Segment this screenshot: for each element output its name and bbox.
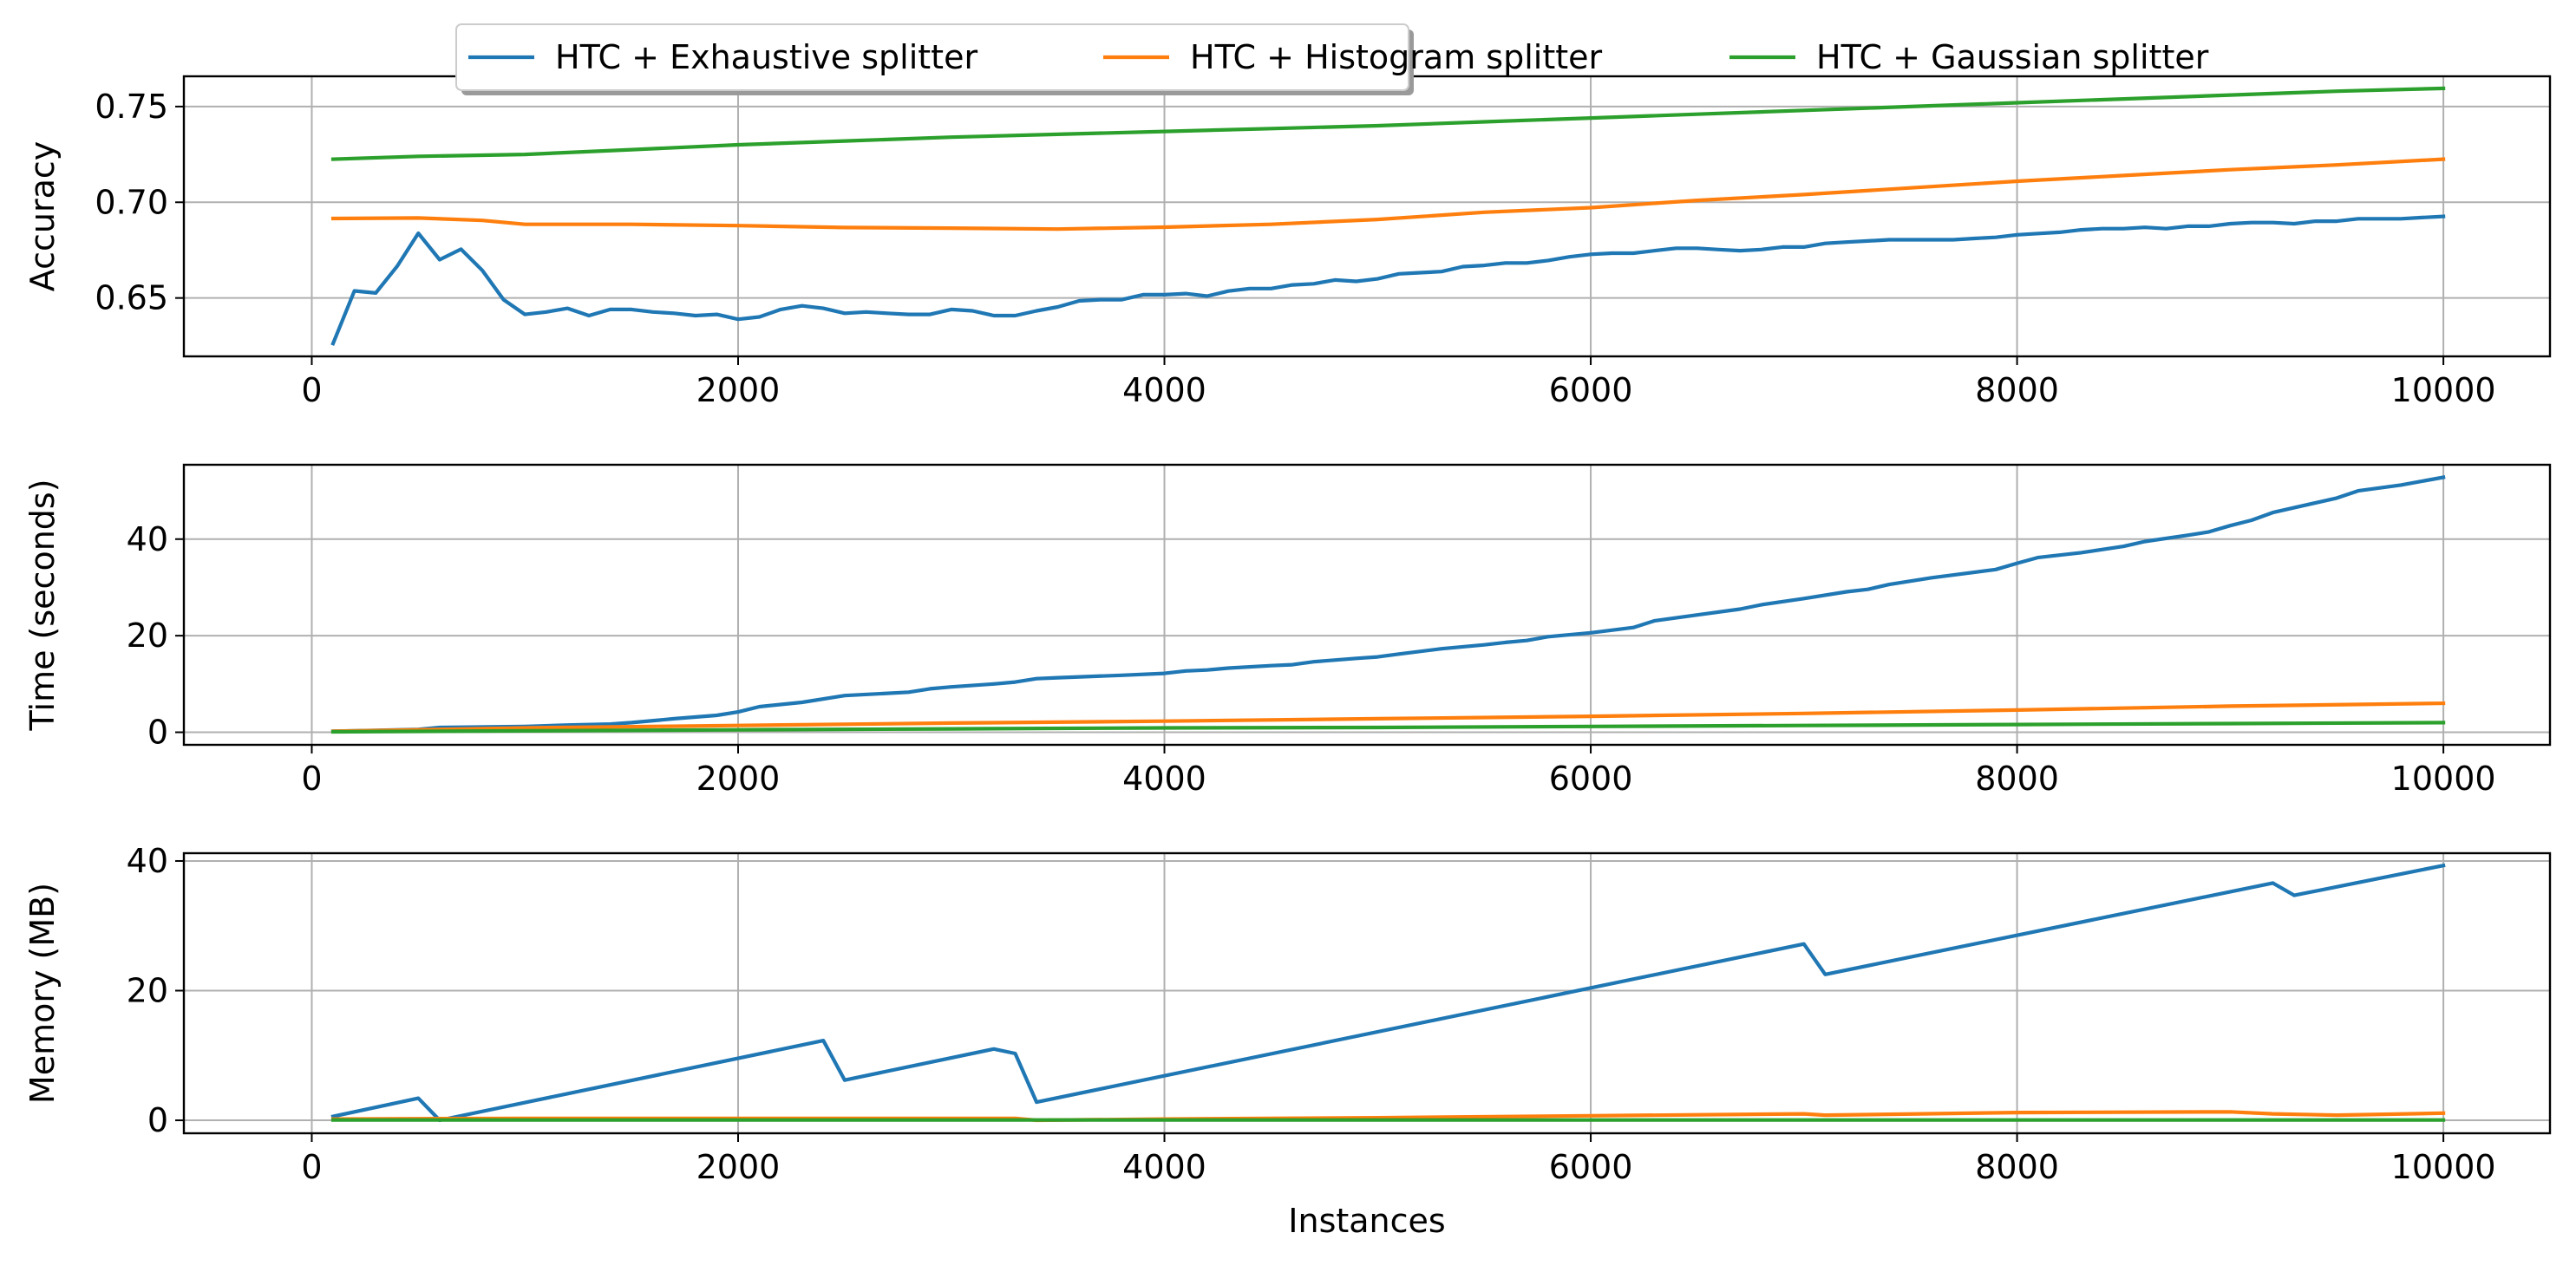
panel-2: 0 2000 4000 6000 8000 10000 0 20 40 Time (seconds… bbox=[23, 463, 2552, 798]
panel-3: 0 2000 4000 6000 8000 10000 0 20 40 Memory (MB) bbox=[23, 842, 2552, 1186]
x-tick-label: 8000 bbox=[1975, 1148, 2059, 1186]
x-tick-label: 0 bbox=[301, 1148, 322, 1186]
legend-label: HTC + Exhaustive splitter bbox=[555, 38, 977, 76]
y-tick-label: 0.65 bbox=[95, 279, 168, 317]
x-tick-label: 2000 bbox=[696, 1148, 781, 1186]
y-tick-label: 40 bbox=[127, 842, 168, 880]
y-tick-label: 40 bbox=[127, 520, 168, 558]
legend-entry: HTC + Gaussian splitter bbox=[1729, 38, 2209, 76]
y-tick-label: 0.70 bbox=[95, 183, 168, 221]
series-line-htc-histogram-splitter bbox=[330, 701, 2446, 734]
series-group bbox=[330, 86, 2446, 346]
x-tick-label: 4000 bbox=[1122, 1148, 1206, 1186]
x-tick-label: 10000 bbox=[2391, 760, 2496, 798]
y-tick-label: 20 bbox=[127, 972, 168, 1010]
x-tick-label: 10000 bbox=[2391, 371, 2496, 409]
x-tick-label: 10000 bbox=[2391, 1148, 2496, 1186]
x-tick-label: 6000 bbox=[1549, 1148, 1633, 1186]
x-axis-label: Instances bbox=[1288, 1202, 1445, 1240]
legend: HTC + Exhaustive splitter HTC + Histogram… bbox=[455, 23, 2209, 95]
legend-label: HTC + Histogram splitter bbox=[1190, 38, 1603, 76]
y-axis-label: Memory (MB) bbox=[23, 883, 62, 1104]
x-tick-label: 4000 bbox=[1122, 371, 1206, 409]
x-axis-label-layer: Instances bbox=[1288, 1202, 1445, 1240]
panel-1: 0 2000 4000 6000 8000 10000 0.65 0.70 0.75 Accura… bbox=[23, 75, 2552, 409]
y-axis-label: Accuracy bbox=[23, 141, 62, 292]
x-tick-label: 0 bbox=[301, 371, 322, 409]
series-line-htc-gaussian-splitter bbox=[330, 86, 2446, 161]
y-tick-label: 0.75 bbox=[95, 88, 168, 126]
y-axis-label: Time (seconds) bbox=[23, 479, 62, 731]
plot-frame bbox=[182, 463, 2552, 747]
series-group bbox=[330, 863, 2446, 1123]
y-tick-label: 20 bbox=[127, 616, 168, 655]
plot-frame bbox=[182, 851, 2552, 1135]
legend-entry: HTC + Exhaustive splitter bbox=[468, 38, 977, 76]
x-tick-label: 2000 bbox=[696, 760, 781, 798]
x-tick-label: 0 bbox=[301, 760, 322, 798]
x-tick-label: 2000 bbox=[696, 371, 781, 409]
x-tick-label: 6000 bbox=[1549, 760, 1633, 798]
legend-label: HTC + Gaussian splitter bbox=[1816, 38, 2209, 76]
series-line-htc-exhaustive-splitter bbox=[330, 475, 2446, 734]
series-line-htc-gaussian-splitter bbox=[330, 721, 2446, 734]
legend-entry: HTC + Histogram splitter bbox=[1103, 38, 1603, 76]
x-tick-label: 6000 bbox=[1549, 371, 1633, 409]
y-tick-label: 0 bbox=[147, 714, 168, 752]
panels: 0 2000 4000 6000 8000 100000.650.700.75Accura… bbox=[23, 75, 2552, 1186]
series-line-htc-exhaustive-splitter bbox=[330, 214, 2446, 346]
grid bbox=[184, 76, 2550, 356]
x-tick-label: 4000 bbox=[1122, 760, 1206, 798]
series-group bbox=[330, 475, 2446, 734]
series-line-htc-histogram-splitter bbox=[330, 157, 2446, 232]
legend-box bbox=[455, 23, 1409, 91]
y-tick-label: 0 bbox=[147, 1101, 168, 1139]
x-tick-label: 8000 bbox=[1975, 760, 2059, 798]
x-tick-label: 8000 bbox=[1975, 371, 2059, 409]
